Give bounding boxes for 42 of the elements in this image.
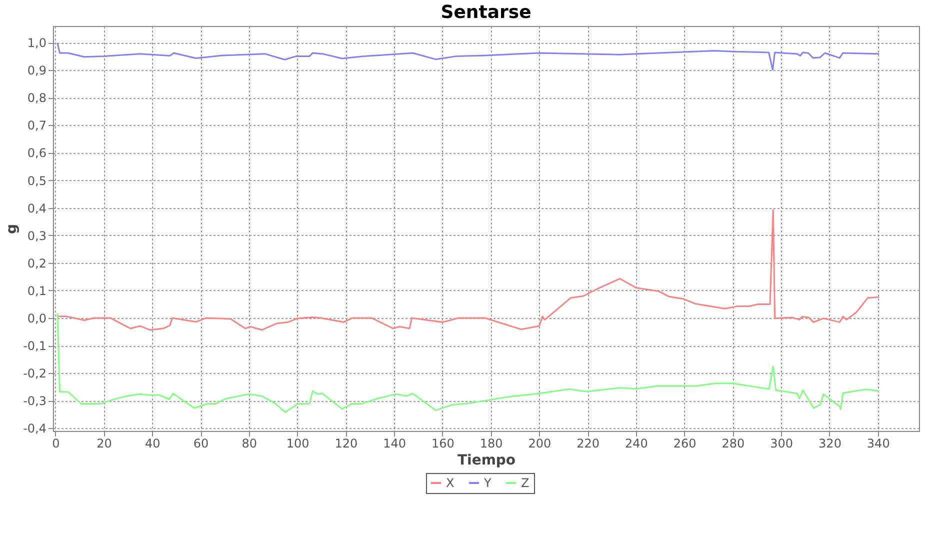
- legend-label: Z: [521, 476, 530, 490]
- x-tick-label: 200: [528, 436, 552, 450]
- x-tick-label: 100: [286, 436, 310, 450]
- y-tick-label: 0,2: [27, 256, 46, 270]
- x-tick-label: 60: [193, 436, 209, 450]
- x-tick-label: 0: [52, 436, 60, 450]
- x-axis-title: Tiempo: [457, 452, 516, 468]
- y-tick-label: 0,9: [27, 64, 46, 78]
- line-series: [56, 312, 880, 414]
- y-tick-label: -0,3: [23, 394, 46, 408]
- x-tick-label: 120: [334, 436, 358, 450]
- y-tick-label: 1,0: [27, 36, 46, 50]
- y-tick-label: 0,6: [27, 146, 46, 160]
- line-series: [56, 209, 880, 331]
- x-tick-label: 320: [818, 436, 842, 450]
- y-tick-label: -0,2: [23, 366, 46, 381]
- x-tick-label: 180: [480, 436, 503, 450]
- legend-label: X: [446, 476, 454, 490]
- y-tick-label: 0,0: [27, 312, 46, 326]
- x-tick-label: 240: [625, 436, 648, 450]
- legend-label: Y: [483, 476, 492, 490]
- x-tick-label: 300: [770, 436, 794, 450]
- y-tick-label: 0,7: [27, 118, 46, 133]
- x-tick-label: 220: [576, 436, 600, 450]
- x-tick-label: 140: [383, 436, 406, 450]
- line-series: [56, 42, 880, 71]
- x-tick-label: 280: [722, 436, 745, 450]
- y-tick-label: 0,8: [27, 91, 46, 106]
- y-tick-label: 0,1: [27, 284, 46, 298]
- x-tick-label: 260: [673, 436, 696, 450]
- x-tick-label: 340: [866, 436, 890, 450]
- y-tick-label: -0,1: [23, 339, 46, 354]
- y-tick-label: 0,3: [27, 228, 46, 243]
- x-tick-label: 20: [96, 436, 112, 450]
- x-tick-label: 160: [432, 436, 454, 450]
- x-tick-label: 80: [242, 436, 258, 450]
- y-tick-label: 0,5: [27, 174, 46, 188]
- y-tick-label: 0,4: [27, 201, 46, 216]
- chart-title: Sentarse: [440, 2, 532, 23]
- y-axis-title: g: [4, 224, 20, 234]
- y-tick-label: -0,4: [23, 422, 46, 436]
- x-tick-label: 40: [145, 436, 160, 450]
